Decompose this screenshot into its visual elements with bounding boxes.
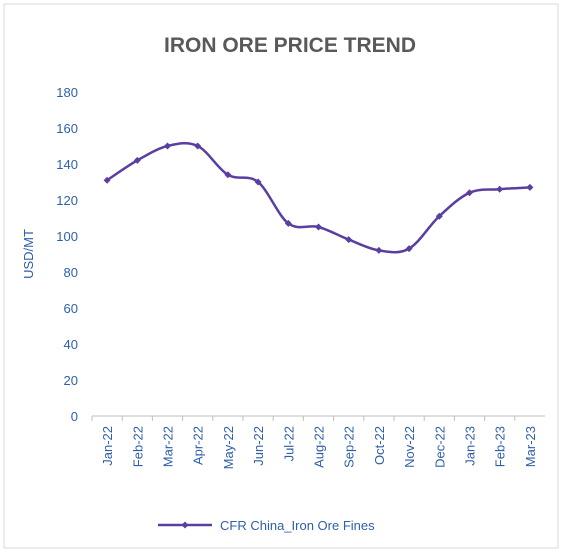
marker	[435, 212, 443, 220]
legend-label: CFR China_Iron Ore Fines	[220, 518, 375, 533]
x-tick-label: Dec-22	[432, 426, 447, 468]
x-tick-label: Jul-22	[281, 426, 296, 461]
x-tick-label: Nov-22	[402, 426, 417, 468]
y-tick-label: 140	[56, 157, 78, 172]
marker	[466, 189, 473, 197]
marker	[254, 178, 262, 186]
x-tick-label: Feb-23	[493, 426, 508, 467]
legend-marker	[181, 521, 189, 529]
y-tick-label: 80	[64, 265, 78, 280]
x-tick-label: Jan-22	[100, 426, 115, 466]
marker	[345, 236, 353, 244]
marker	[103, 176, 111, 184]
marker	[194, 142, 202, 150]
x-tick-label: Sep-22	[342, 426, 357, 468]
marker	[133, 156, 141, 164]
y-tick-label: 20	[64, 373, 78, 388]
marker	[315, 223, 322, 231]
chart-title: IRON ORE PRICE TREND	[164, 34, 416, 57]
marker	[496, 185, 504, 193]
x-tick-label: Feb-22	[130, 426, 145, 467]
y-tick-label: 160	[56, 121, 78, 136]
marker	[375, 246, 383, 254]
y-tick-label: 40	[64, 337, 78, 352]
x-tick-label: Mar-23	[523, 426, 538, 467]
y-tick-label: 120	[56, 193, 78, 208]
marker	[224, 171, 232, 179]
x-tick-label: Aug-22	[312, 426, 327, 468]
y-tick-label: 0	[71, 409, 78, 424]
x-tick-label: Jun-22	[251, 426, 266, 466]
x-tick-label: Jan-23	[463, 426, 478, 466]
y-axis-label: USD/MT	[21, 229, 36, 279]
marker	[284, 219, 292, 227]
x-tick-label: Mar-22	[161, 426, 176, 467]
y-tick-label: 60	[64, 301, 78, 316]
marker	[405, 245, 413, 253]
x-tick-label: May-22	[221, 426, 236, 469]
marker	[164, 142, 171, 150]
chart-frame	[3, 3, 559, 549]
x-tick-label: Oct-22	[372, 426, 387, 465]
y-tick-label: 180	[56, 85, 78, 100]
x-tick-label: Apr-22	[191, 426, 206, 465]
y-tick-label: 100	[56, 229, 78, 244]
marker	[526, 183, 534, 191]
